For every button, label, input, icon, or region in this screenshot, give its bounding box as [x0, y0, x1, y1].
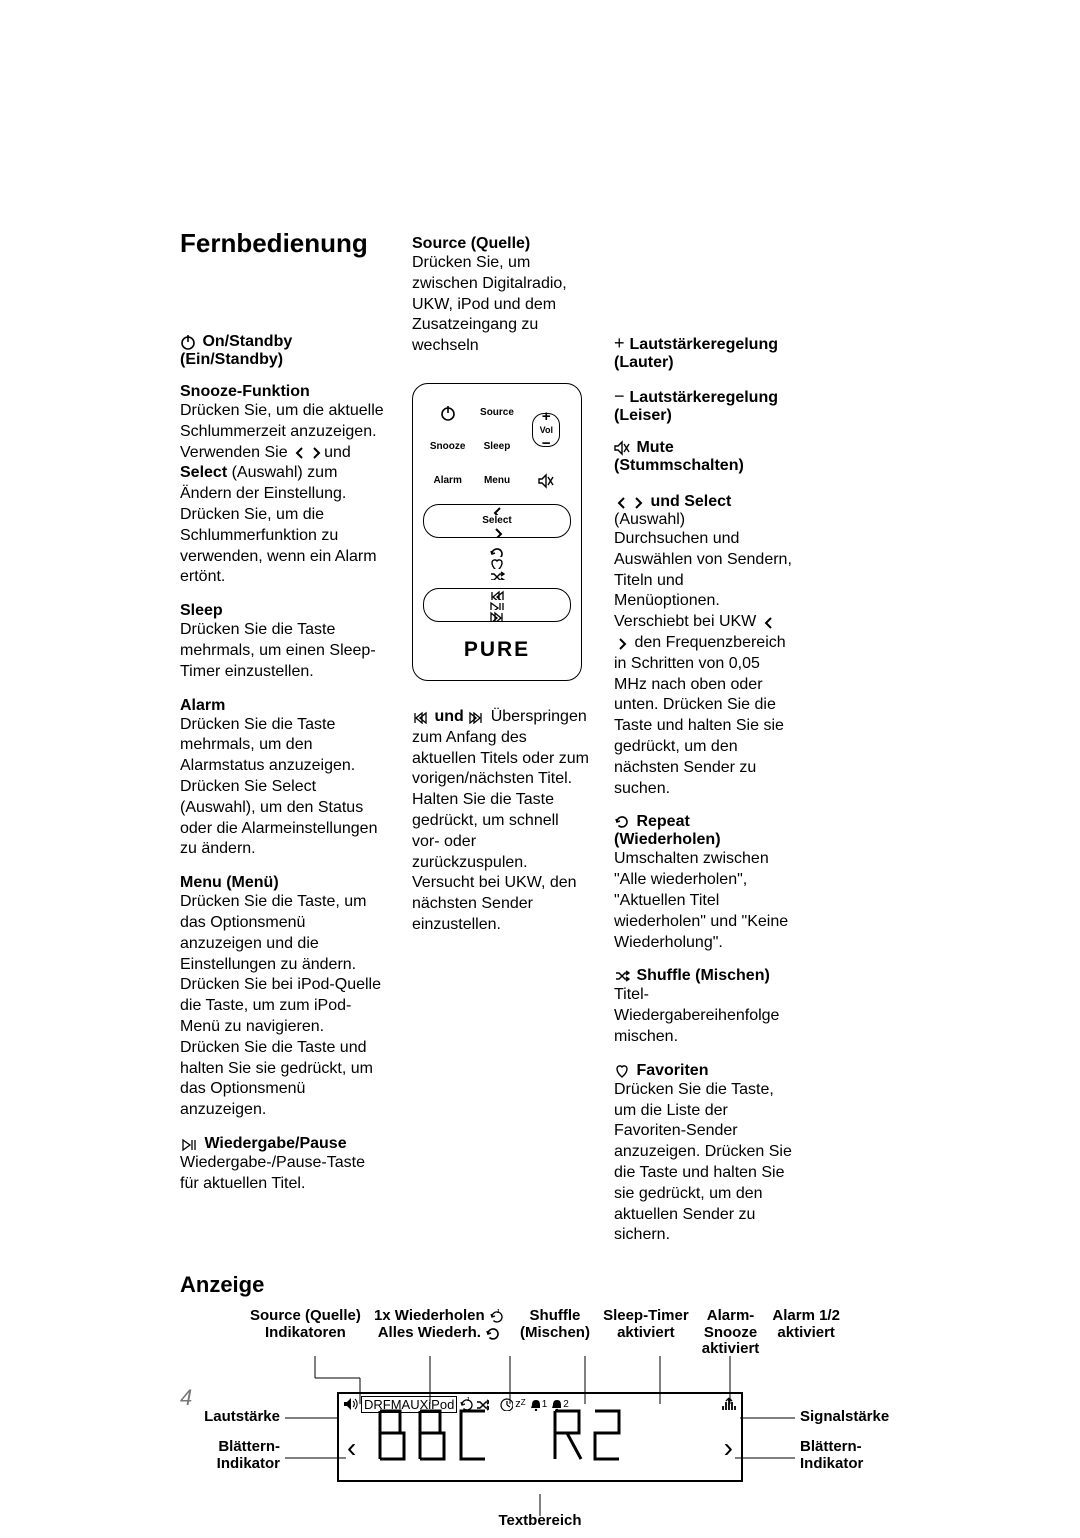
remote-select-label: Select	[482, 515, 511, 526]
skip-body: und Überspringen zum Anfang des aktuelle…	[412, 707, 590, 936]
chevron-right-icon	[308, 445, 322, 459]
snooze-heading: Snooze-Funktion	[180, 383, 388, 401]
remote-media-row	[423, 588, 571, 622]
callout-repeat: 1x Wiederholen Alles Wiederh.	[374, 1308, 507, 1358]
repeat1-icon	[489, 1309, 505, 1323]
shuffle-icon	[614, 968, 630, 984]
fav-heading: Favoriten	[614, 1062, 792, 1080]
display-main-text	[339, 1406, 741, 1476]
nav-heading: und Select (Auswahl)	[614, 493, 792, 529]
sleep-heading: Sleep	[180, 602, 388, 620]
callout-source: Source (Quelle) Indikatoren	[250, 1308, 361, 1358]
chevron-left-icon	[761, 615, 775, 629]
remote-vol-label: Vol	[540, 425, 553, 435]
callout-textarea: Textbereich	[180, 1512, 900, 1529]
column-right: + Lautstärkeregelung (Lauter) − Lautstär…	[614, 283, 792, 1246]
display-box: DRFMAUXiPod zZ 1 2 ‹ ›	[337, 1392, 743, 1482]
display-title: Anzeige	[180, 1272, 900, 1298]
repeat-heading: Repeat (Wiederholen)	[614, 813, 792, 849]
nav-body: Durchsuchen und Auswählen von Sendern, T…	[614, 529, 792, 799]
remote-sleep-label: Sleep	[472, 430, 521, 464]
chevron-right-icon	[490, 526, 504, 537]
fav-body: Drücken Sie die Taste, um die Liste der …	[614, 1080, 792, 1246]
chevron-left-icon	[292, 445, 306, 459]
heart-icon	[489, 557, 505, 568]
source-heading: Source (Quelle)	[412, 235, 590, 253]
remote-snooze-label: Snooze	[423, 430, 472, 464]
repeat-icon	[489, 546, 505, 557]
column-left: On/Standby (Ein/Standby) Snooze-Funktion…	[180, 283, 388, 1246]
plus-icon: +	[542, 408, 551, 425]
next-icon	[489, 610, 505, 621]
remote-icons-row	[423, 546, 571, 580]
repeat-icon	[614, 814, 630, 830]
remote-source-label: Source	[472, 396, 521, 430]
callout-signal: Signalstärke	[800, 1408, 889, 1425]
alarm-heading: Alarm	[180, 697, 388, 715]
play-heading: Wiedergabe/Pause	[180, 1135, 388, 1153]
remote-volume-box: + Vol −	[532, 413, 560, 447]
onstandby-heading: On/Standby (Ein/Standby)	[180, 333, 388, 369]
remote-menu-label: Menu	[472, 464, 521, 498]
remote-brand: PURE	[423, 638, 571, 662]
voldown-heading: − Lautstärkeregelung (Leiser)	[614, 386, 792, 425]
power-icon	[180, 334, 196, 350]
next-icon	[468, 710, 484, 724]
shuffle-icon	[489, 569, 505, 580]
chevron-right-icon	[630, 495, 644, 509]
page-number: 4	[180, 1385, 192, 1411]
column-middle: Source (Quelle) Drücken Sie, um zwischen…	[412, 283, 590, 1246]
source-body: Drücken Sie, um zwischen Digitalradio, U…	[412, 253, 590, 357]
remote-columns: On/Standby (Ein/Standby) Snooze-Funktion…	[180, 283, 900, 1246]
snooze-body: Drücken Sie, um die aktuelle Schlummerze…	[180, 401, 388, 588]
repeat-body: Umschalten zwischen "Alle wiederholen", …	[614, 849, 792, 953]
plus-icon: +	[614, 333, 630, 353]
prev-icon	[412, 710, 428, 724]
chevron-left-icon	[490, 505, 504, 516]
callout-volume: Lautstärke	[180, 1408, 280, 1425]
shuffle-heading: Shuffle (Mischen)	[614, 967, 792, 985]
menu-body: Drücken Sie die Taste, um das Optionsmen…	[180, 892, 388, 1121]
sleep-body: Drücken Sie die Taste mehrmals, um einen…	[180, 620, 388, 682]
mute-icon	[614, 440, 630, 456]
remote-mute-icon	[522, 464, 571, 498]
mute-heading: Mute (Stummschalten)	[614, 439, 792, 475]
minus-icon: −	[542, 435, 551, 452]
remote-alarm-label: Alarm	[423, 464, 472, 498]
minus-icon: −	[614, 386, 630, 406]
remote-diagram: Source + Vol − Snooze Sleep Alarm Menu S…	[412, 383, 582, 681]
remote-power-icon	[423, 396, 472, 430]
chevron-right-icon	[614, 636, 628, 650]
prev-icon	[489, 589, 505, 600]
callout-snooze: Alarm- Snooze aktiviert	[702, 1308, 760, 1358]
repeat-icon	[485, 1326, 501, 1340]
callout-shuffle: Shuffle (Mischen)	[520, 1308, 590, 1358]
callout-scroll-left: Blättern- Indikator	[180, 1438, 280, 1472]
remote-select-row: Select	[423, 504, 571, 538]
menu-heading: Menu (Menü)	[180, 874, 388, 892]
heart-icon	[614, 1063, 630, 1079]
chevron-left-icon	[614, 495, 628, 509]
volup-heading: + Lautstärkeregelung (Lauter)	[614, 333, 792, 372]
callout-alarm: Alarm 1/2 aktiviert	[772, 1308, 840, 1358]
display-callouts-top: Source (Quelle) Indikatoren 1x Wiederhol…	[250, 1308, 840, 1358]
playpause-icon	[180, 1137, 198, 1151]
play-body: Wiedergabe-/Pause-Taste für aktuellen Ti…	[180, 1153, 388, 1195]
callout-scroll-right: Blättern- Indikator	[800, 1438, 863, 1472]
callout-sleep: Sleep-Timer aktiviert	[603, 1308, 689, 1358]
display-diagram: Source (Quelle) Indikatoren 1x Wiederhol…	[180, 1308, 900, 1538]
shuffle-body: Titel-Wiedergabereihenfolge mischen.	[614, 985, 792, 1047]
alarm-body: Drücken Sie die Taste mehrmals, um den A…	[180, 715, 388, 861]
playpause-icon	[488, 600, 506, 611]
